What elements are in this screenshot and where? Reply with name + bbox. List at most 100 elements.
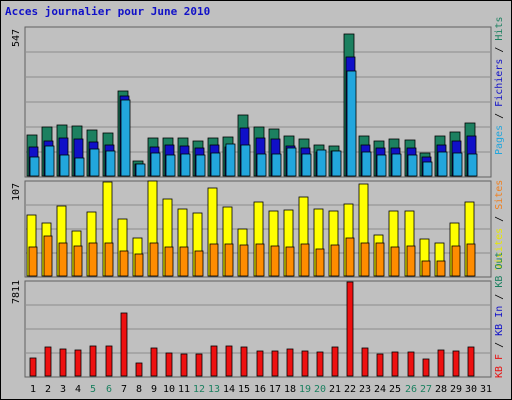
x-tick-label-day-10: 10	[163, 384, 175, 395]
x-tick-label-day-16: 16	[254, 384, 266, 395]
bar-sites-day-24	[375, 242, 385, 277]
bar-kbf-day-12	[195, 353, 203, 377]
bar-pages-day-15	[240, 144, 251, 177]
x-tick-label-day-11: 11	[178, 384, 190, 395]
side-label-part: Visites	[494, 228, 505, 270]
x-tick-label-day-29: 29	[450, 384, 462, 395]
bar-sites-day-20	[315, 248, 325, 277]
bar-sites-day-8	[134, 253, 144, 277]
bars	[26, 33, 490, 377]
bar-pages-day-21	[331, 150, 342, 177]
bar-pages-day-3	[59, 154, 70, 177]
bar-kbf-day-1	[29, 357, 37, 377]
x-tick-label-day-25: 25	[389, 384, 401, 395]
bar-pages-day-20	[316, 149, 327, 177]
side-label-part: KB Out	[494, 252, 505, 288]
bar-sites-day-7	[119, 250, 129, 277]
x-tick-label-day-20: 20	[314, 384, 326, 395]
x-tick-label-day-1: 1	[30, 384, 36, 395]
bar-pages-day-17	[271, 153, 282, 177]
bar-pages-day-22	[346, 70, 357, 177]
bar-sites-day-26	[406, 245, 416, 277]
panel-traffic-ymax-label: 547	[11, 29, 22, 47]
x-tick-label-day-31: 31	[480, 384, 492, 395]
bar-pages-day-12	[195, 154, 206, 177]
bar-sites-day-5	[88, 242, 98, 277]
x-tick-label-day-15: 15	[238, 384, 250, 395]
bar-kbf-day-30	[467, 346, 475, 377]
x-tick-label-day-8: 8	[136, 384, 142, 395]
x-tick-label-day-9: 9	[151, 384, 157, 395]
side-label-part: /	[494, 41, 505, 59]
panel-visits-ymax-label: 107	[11, 183, 22, 201]
bar-pages-day-1	[29, 156, 40, 177]
bar-kbf-day-4	[74, 349, 82, 377]
bar-kbf-day-7	[120, 312, 128, 377]
bar-kbf-day-23	[361, 347, 369, 377]
side-label-part: /	[494, 288, 505, 306]
x-axis-labels: 1 2 3 4 5 6 7 8 9 10 11 12 13 14 15 16 17 18 19 20 21 22 23 24 2…	[30, 384, 492, 395]
bar-kbf-day-22	[346, 281, 354, 377]
x-tick-label-day-24: 24	[374, 384, 386, 395]
bar-sites-day-6	[104, 242, 114, 277]
bar-sites-day-22	[345, 237, 355, 277]
x-tick-label-day-18: 18	[284, 384, 296, 395]
bar-sites-day-21	[330, 244, 340, 277]
bar-sites-day-29	[451, 245, 461, 277]
bar-pages-day-30	[467, 153, 478, 177]
bar-pages-day-23	[361, 151, 372, 177]
x-tick-label-day-23: 23	[359, 384, 371, 395]
x-tick-label-day-28: 28	[435, 384, 447, 395]
bar-kbf-day-21	[331, 346, 339, 377]
bar-sites-day-11	[179, 246, 189, 277]
bar-kbf-day-6	[105, 345, 113, 377]
bar-kbf-day-25	[391, 351, 399, 377]
x-tick-label-day-30: 30	[465, 384, 477, 395]
bar-pages-day-10	[165, 154, 176, 177]
bar-sites-day-16	[255, 243, 265, 277]
bar-sites-day-28	[436, 260, 446, 277]
bar-sites-day-17	[270, 245, 280, 277]
bar-kbf-day-5	[89, 345, 97, 377]
bar-pages-day-16	[256, 153, 267, 177]
bar-pages-day-8	[135, 163, 146, 177]
bar-sites-day-9	[149, 242, 159, 277]
bar-pages-day-5	[89, 148, 100, 177]
x-tick-label-day-6: 6	[106, 384, 112, 395]
bar-kbf-day-11	[180, 353, 188, 377]
x-tick-label-day-26: 26	[405, 384, 417, 395]
bar-sites-day-13	[209, 243, 219, 277]
side-label-part: Pages	[494, 125, 505, 155]
bar-sites-day-15	[239, 244, 249, 277]
bar-pages-day-18	[286, 147, 297, 177]
panel-visits-side-label: Visites / Sites	[494, 180, 505, 270]
x-tick-label-day-27: 27	[420, 384, 432, 395]
x-tick-label-day-19: 19	[299, 384, 311, 395]
bar-kbf-day-13	[210, 345, 218, 377]
bar-pages-day-14	[225, 143, 236, 177]
chart-title: Acces journalier pour June 2010	[5, 5, 210, 18]
side-label-part: KB F	[494, 354, 505, 378]
bar-sites-day-25	[390, 246, 400, 277]
bar-kbf-day-24	[376, 353, 384, 377]
bar-pages-day-27	[422, 161, 433, 177]
side-label-part: Sites	[494, 180, 505, 210]
panel-volume-ymax-label: 7811	[11, 280, 22, 304]
bar-sites-day-19	[300, 243, 310, 277]
bar-sites-day-18	[285, 246, 295, 277]
x-tick-label-day-21: 21	[329, 384, 341, 395]
x-tick-label-day-5: 5	[90, 384, 96, 395]
bar-kbf-day-14	[225, 345, 233, 377]
x-tick-label-day-7: 7	[121, 384, 127, 395]
bar-sites-day-3	[58, 242, 68, 277]
side-label-part: KB In	[494, 306, 505, 336]
x-tick-label-day-17: 17	[269, 384, 281, 395]
bar-pages-day-19	[301, 153, 312, 177]
bar-pages-day-13	[210, 152, 221, 177]
side-label-part: /	[494, 210, 505, 228]
bar-pages-day-4	[74, 157, 85, 177]
bar-pages-day-9	[150, 152, 161, 177]
side-label-part: /	[494, 107, 505, 125]
bar-kbf-day-2	[44, 346, 52, 377]
